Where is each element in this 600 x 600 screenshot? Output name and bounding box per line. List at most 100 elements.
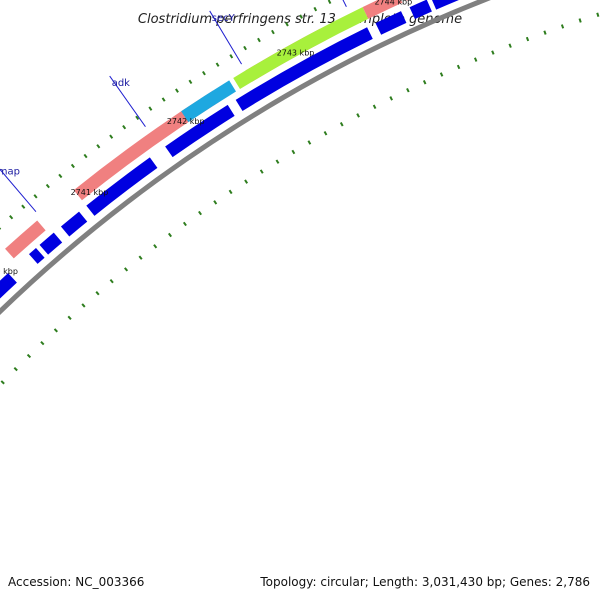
tick-dot [135, 115, 140, 121]
tick-dot [422, 79, 427, 85]
ruler-label: 2741 kbp [71, 188, 109, 197]
tick-dot [96, 144, 101, 149]
tick-dot [560, 24, 565, 29]
backbone-line [0, 0, 492, 316]
tick-dot [406, 87, 410, 93]
forward-cds [375, 11, 407, 35]
gene-label: adk [112, 78, 130, 89]
tick-dot [67, 315, 72, 320]
tick-dot [257, 37, 261, 43]
tick-dot [543, 30, 547, 35]
tick-dot [275, 159, 280, 164]
tick-dot [53, 328, 58, 333]
reverse-cds [5, 220, 46, 259]
tick-dot [182, 221, 187, 227]
tick-dot [299, 14, 303, 19]
tick-dot [26, 353, 32, 359]
tick-dot [372, 104, 377, 110]
tick-dot [271, 29, 275, 35]
ruler-label: 2744 kbp [374, 0, 412, 7]
tick-dot [259, 169, 264, 174]
tick-dot [202, 70, 206, 76]
tick-dot [21, 204, 26, 209]
forward-strand-features [0, 0, 459, 299]
tick-dot [491, 50, 495, 55]
tick-dot [229, 54, 234, 59]
tick-dot [161, 97, 166, 102]
tick-dot [58, 173, 63, 179]
forward-cds [165, 104, 235, 158]
accession-text: Accession: NC_003366 [8, 575, 144, 589]
forward-cds [86, 157, 158, 216]
tick-dot [95, 291, 100, 296]
forward-cds [28, 247, 45, 264]
genome-backbone [0, 0, 492, 316]
reverse-strand-features [5, 0, 409, 259]
label-leader-line [0, 168, 37, 212]
secY-feature [233, 7, 369, 90]
forward-cds [0, 273, 17, 299]
forward-cds [409, 0, 432, 20]
tick-dot [356, 113, 360, 118]
tick-dot [596, 12, 600, 17]
tick-dot [175, 88, 179, 93]
tick-dot [122, 124, 127, 130]
ruler-label: 2740 kbp [0, 267, 18, 276]
tick-dot [291, 149, 296, 155]
tick-dot [40, 340, 45, 346]
topology-text: Topology: circular; Length: 3,031,430 bp… [259, 575, 590, 589]
tick-dot [33, 194, 38, 199]
tick-dot [124, 267, 129, 272]
tick-dot [45, 183, 50, 189]
tick-dot [9, 215, 14, 220]
adk-feature [181, 80, 236, 123]
tick-dot [313, 6, 318, 12]
tick-dot [578, 18, 582, 23]
tick-dot [148, 106, 153, 111]
forward-cds [60, 211, 88, 237]
tick-dot [138, 255, 143, 260]
tick-dot [473, 57, 478, 62]
ruler-label: 2742 kbp [167, 117, 205, 126]
tick-dot [244, 179, 249, 184]
tick-dot [109, 134, 114, 139]
gene-label: secY [212, 13, 236, 24]
tick-dot [198, 210, 202, 216]
tick-dot [153, 244, 158, 249]
tick-dot [285, 22, 289, 27]
gene-labels: rpsDrpsKrpsMrpmJinfACPE2382mapadksecYrpl… [0, 0, 347, 212]
ruler-label: 2743 kbp [277, 48, 315, 57]
tick-dot [188, 79, 193, 85]
tick-dot-rows [0, 0, 600, 385]
tick-dot [327, 0, 332, 5]
label-leader-line [109, 75, 146, 128]
reverse-cds [362, 0, 403, 19]
tick-dot [508, 43, 512, 48]
tick-dot [215, 62, 220, 67]
tick-dot [13, 366, 18, 372]
gene-label: map [0, 166, 20, 177]
tick-dot [70, 163, 75, 169]
tick-dot [525, 36, 530, 42]
tick-dot [243, 45, 247, 51]
tick-dot [456, 64, 461, 70]
tick-dot [213, 200, 218, 205]
tick-dot [323, 131, 328, 136]
forward-cds [39, 232, 63, 255]
forward-cds [235, 27, 373, 111]
tick-dot [83, 153, 88, 159]
forward-cds [432, 0, 459, 10]
tick-dot [81, 303, 86, 308]
tick-dot [228, 189, 233, 195]
tick-dot [167, 232, 172, 238]
tick-dot [339, 122, 344, 127]
tick-dot [307, 140, 312, 145]
tick-dot [439, 72, 444, 77]
tick-dot [389, 96, 393, 101]
label-leader-line [342, 0, 347, 7]
label-leader-line [209, 10, 243, 65]
tick-dot [109, 279, 114, 284]
